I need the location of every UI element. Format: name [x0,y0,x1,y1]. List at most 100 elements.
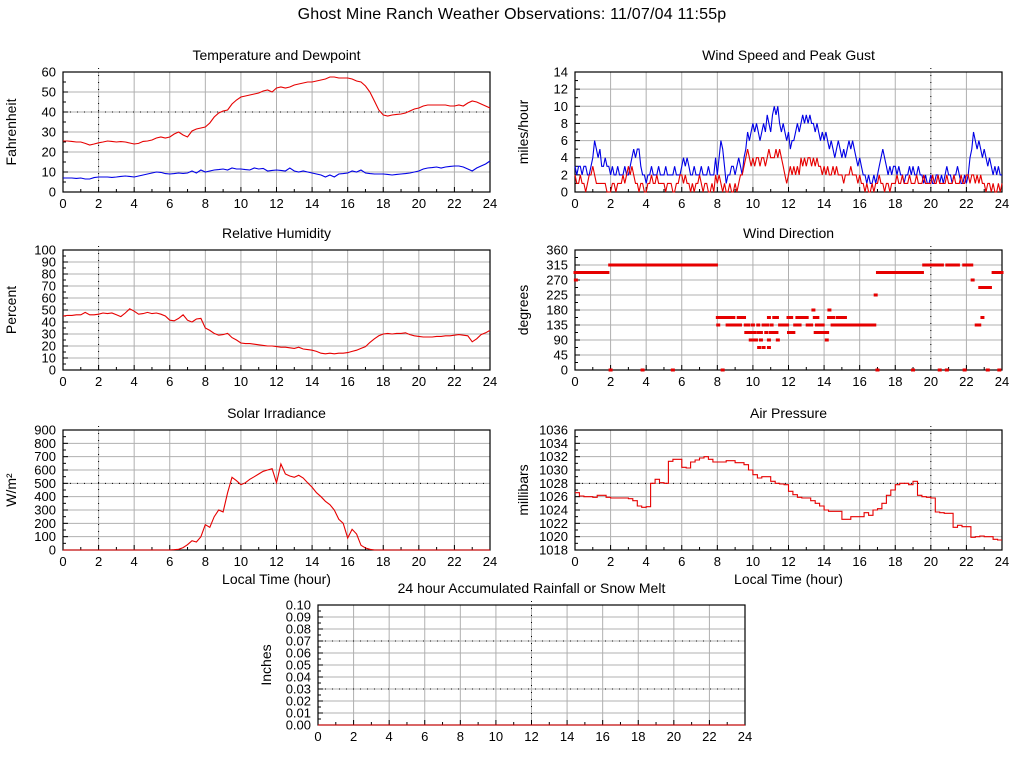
x-tick-label: 8 [714,196,721,211]
y-axis-label: Inches [258,644,274,685]
x-tick-label: 6 [678,554,685,569]
x-tick-label: 22 [959,374,973,389]
x-tick-label: 10 [746,196,760,211]
x-tick-label: 16 [852,374,866,389]
y-tick-label: 1030 [539,463,568,478]
x-tick-label: 2 [95,554,102,569]
y-tick-label: 1028 [539,476,568,491]
y-axis-label: degrees [515,285,531,336]
y-tick-label: 1020 [539,529,568,544]
x-tick-label: 18 [888,554,902,569]
x-tick-label: 24 [738,729,752,744]
x-tick-label: 8 [457,729,464,744]
y-tick-label: 40 [42,315,56,330]
x-tick-label: 10 [746,374,760,389]
y-tick-label: 1022 [539,516,568,531]
x-tick-label: 10 [234,196,248,211]
relative-humidity-svg: 0 2 4 6 8 10 12 14 16 18 20 22 240102030405060708090… [3,225,497,389]
x-tick-label: 20 [924,196,938,211]
x-tick-label: 4 [643,196,650,211]
x-tick-label: 8 [714,554,721,569]
x-tick-label: 10 [489,729,503,744]
chart-rainfall: 0 2 4 6 8 10 12 14 16 18 20 22 24 0.00 0.01 0.02 0.03 0.0… [255,573,767,756]
y-tick-label: 4 [561,150,568,165]
x-tick-label: 14 [560,729,574,744]
x-tick-label: 4 [131,196,138,211]
x-tick-label: 16 [595,729,609,744]
y-tick-label: 1034 [539,436,568,451]
x-tick-label: 22 [702,729,716,744]
series-pressure [575,456,1002,541]
y-tick-label: 225 [546,288,568,303]
x-tick-label: 2 [607,554,614,569]
y-tick-label: 40 [42,105,56,120]
y-axis-label: Fahrenheit [3,98,19,165]
x-tick-label: 12 [269,374,283,389]
y-tick-label: 0.07 [286,634,311,649]
y-tick-label: 0.10 [286,598,311,613]
chart-air-pressure: 0 2 4 6 8 10 12 14 16 18 20 22 24 1018 1020 1022 1024 102… [512,398,1024,595]
chart-title: Wind Speed and Peak Gust [702,47,875,63]
y-tick-label: 0 [561,363,568,378]
chart-title: Relative Humidity [222,225,331,241]
y-tick-label: 90 [554,333,568,348]
x-tick-label: 16 [340,196,354,211]
x-tick-label: 24 [483,196,497,211]
y-tick-label: 0.06 [286,646,311,661]
y-tick-label: 60 [42,291,56,306]
x-tick-label: 10 [234,374,248,389]
x-tick-label: 14 [817,554,831,569]
x-tick-label: 16 [852,554,866,569]
x-tick-label: 20 [924,374,938,389]
x-tick-label: 6 [166,554,173,569]
x-tick-label: 22 [959,554,973,569]
chart-wind-speed-gust: 0 2 4 6 8 10 12 14 16 18 20 22 24 0 2 4 6 8 10 12 14 Wind Spe… [512,40,1024,223]
x-tick-label: 8 [202,554,209,569]
y-tick-label: 500 [34,476,56,491]
x-tick-label: 4 [643,374,650,389]
series-humidity [62,308,491,355]
y-tick-label: 700 [34,449,56,464]
rainfall-svg: 0 2 4 6 8 10 12 14 16 18 20 22 240.000.010.020.030.0… [258,580,752,744]
x-tick-label: 14 [305,374,319,389]
series-dewpoint [63,160,491,180]
y-tick-label: 100 [34,529,56,544]
x-tick-label: 24 [483,374,497,389]
y-tick-label: 1024 [539,503,568,518]
y-axis-label: miles/hour [515,99,531,164]
series-irradiance [63,462,490,551]
chart-solar-irradiance: 0 2 4 6 8 10 12 14 16 18 20 22 24 0 100 200 300 400 500 600… [0,398,512,595]
y-tick-label: 60 [42,65,56,80]
x-tick-label: 10 [234,554,248,569]
y-tick-label: 80 [42,267,56,282]
y-tick-label: 800 [34,436,56,451]
chart-title: Solar Irradiance [227,405,326,421]
y-tick-label: 12 [554,82,568,97]
y-tick-label: 100 [34,243,56,258]
y-tick-label: 10 [554,99,568,114]
x-tick-label: 2 [607,196,614,211]
air-pressure-svg: 0 2 4 6 8 10 12 14 16 18 20 22 241018102010221024102… [515,405,1009,587]
x-tick-label: 6 [421,729,428,744]
x-tick-label: 2 [350,729,357,744]
y-tick-label: 10 [42,165,56,180]
x-tick-label: 24 [995,554,1009,569]
y-tick-label: 0 [561,185,568,200]
x-tick-label: 8 [202,374,209,389]
x-tick-label: 22 [447,374,461,389]
y-tick-label: 0.04 [286,670,311,685]
x-tick-label: 6 [166,374,173,389]
x-tick-label: 0 [571,374,578,389]
x-tick-label: 8 [714,374,721,389]
x-tick-label: 4 [386,729,393,744]
x-tick-label: 12 [524,729,538,744]
y-tick-label: 10 [42,351,56,366]
x-tick-label: 18 [888,196,902,211]
y-tick-label: 2 [561,167,568,182]
x-tick-label: 22 [447,196,461,211]
chart-title: Wind Direction [743,225,834,241]
x-tick-label: 16 [340,374,354,389]
x-tick-label: 4 [131,554,138,569]
